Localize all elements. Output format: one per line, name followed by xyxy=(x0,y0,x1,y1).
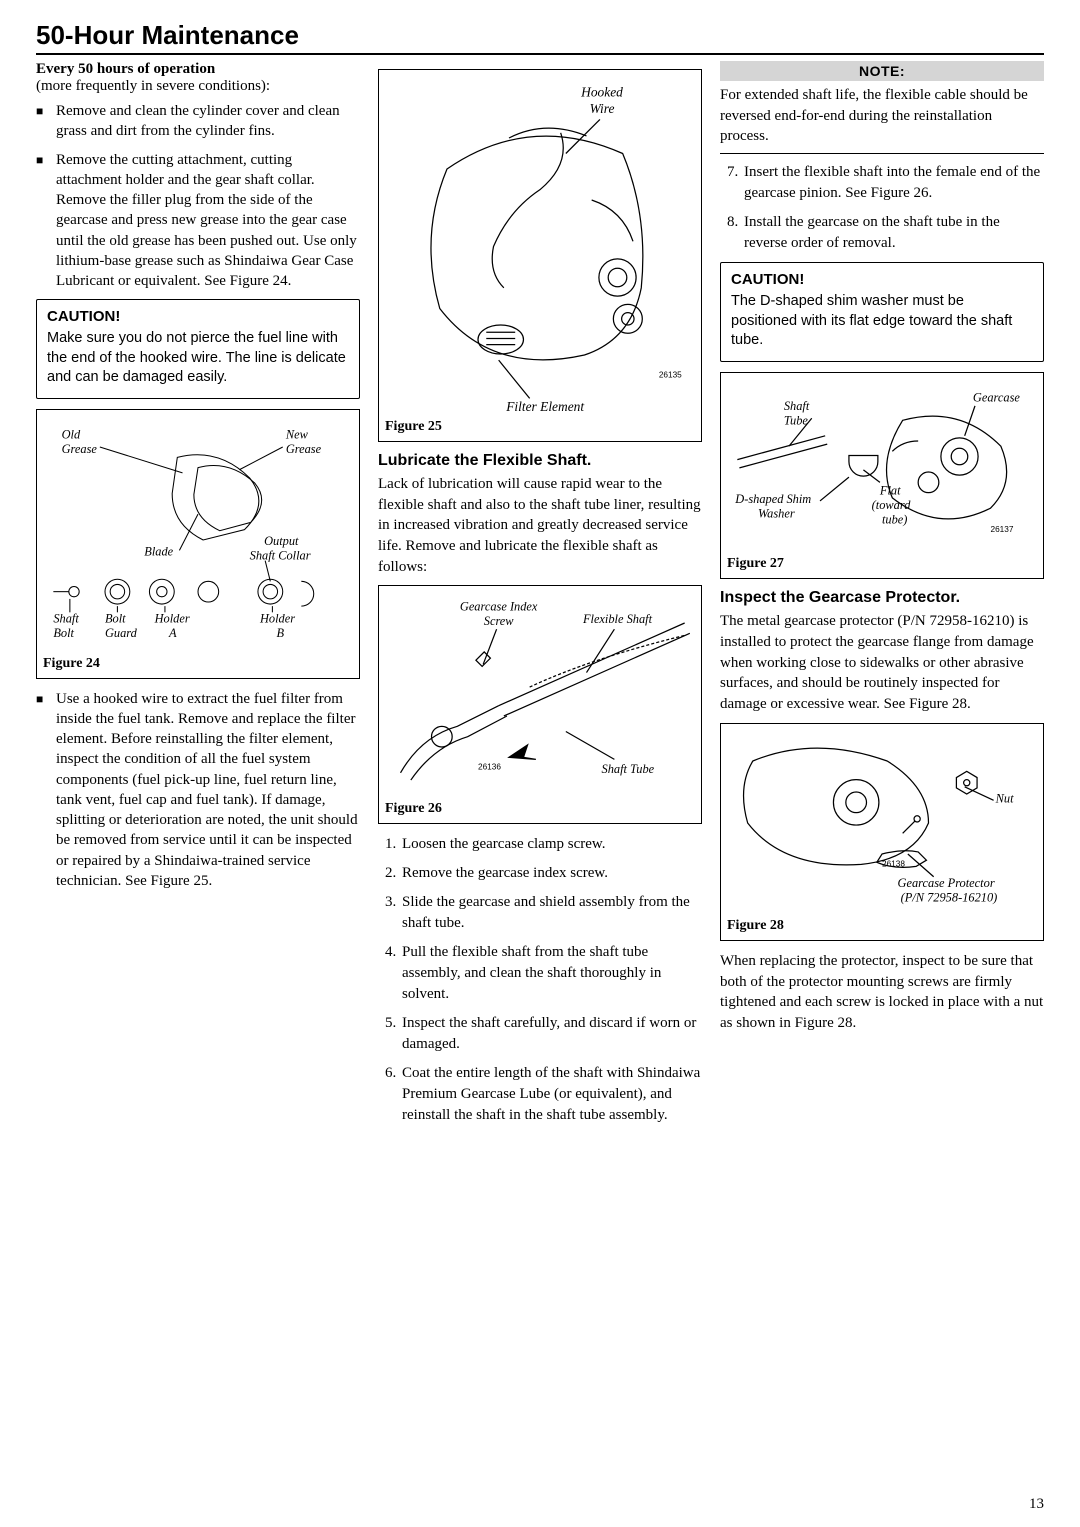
figure-24: OldGrease NewGrease Blade OutputShaft Co… xyxy=(36,409,360,679)
step-item: Coat the entire length of the shaft with… xyxy=(400,1063,702,1126)
svg-text:26137: 26137 xyxy=(990,525,1013,534)
svg-text:(toward: (toward xyxy=(872,498,912,512)
caution-body-2: The D-shaped shim washer must be positio… xyxy=(731,292,1033,351)
step-item: Insert the flexible shaft into the femal… xyxy=(742,162,1044,204)
svg-text:Output: Output xyxy=(264,534,299,548)
column-3: NOTE: For extended shaft life, the flexi… xyxy=(720,61,1044,1134)
caution-callout: CAUTION! Make sure you do not pierce the… xyxy=(36,299,360,399)
svg-text:Gearcase Index: Gearcase Index xyxy=(460,600,538,614)
three-column-layout: Every 50 hours of operation (more freque… xyxy=(36,61,1044,1134)
svg-text:Shaft Tube: Shaft Tube xyxy=(602,762,655,776)
note-body: For extended shaft life, the flexible ca… xyxy=(720,85,1044,147)
svg-text:Guard: Guard xyxy=(105,626,138,640)
svg-text:A: A xyxy=(168,626,177,640)
svg-text:Old: Old xyxy=(62,428,81,442)
caution-callout-2: CAUTION! The D-shaped shim washer must b… xyxy=(720,262,1044,362)
page-title: 50-Hour Maintenance xyxy=(36,20,1044,55)
svg-text:Filter Element: Filter Element xyxy=(505,399,584,414)
figure-25: HookedWire Filter Element 26135 xyxy=(378,69,702,442)
figure-27: ShaftTube Gearcase D-shaped ShimWasher F… xyxy=(720,372,1044,580)
page-number: 13 xyxy=(1029,1496,1044,1513)
lead-bold: Every 50 hours of operation xyxy=(36,61,215,77)
svg-text:Nut: Nut xyxy=(995,791,1014,805)
step-item: Inspect the shaft carefully, and discard… xyxy=(400,1013,702,1055)
svg-text:Gearcase: Gearcase xyxy=(973,390,1020,404)
steps-7-8: Insert the flexible shaft into the femal… xyxy=(720,162,1044,254)
svg-text:Holder: Holder xyxy=(259,612,295,626)
bullet-list-top: Remove and clean the cylinder cover and … xyxy=(36,101,360,291)
bullet-item: Remove and clean the cylinder cover and … xyxy=(36,101,360,142)
figure-25-caption: Figure 25 xyxy=(385,419,442,435)
para-replace: When replacing the protector, inspect to… xyxy=(720,951,1044,1034)
figure-27-caption: Figure 27 xyxy=(727,556,1037,572)
bullet-list-bottom: Use a hooked wire to extract the fuel fi… xyxy=(36,689,360,892)
svg-text:26135: 26135 xyxy=(659,371,682,380)
figure-26: Gearcase IndexScrew Flexible Shaft Shaft… xyxy=(378,585,702,824)
svg-text:Flexible Shaft: Flexible Shaft xyxy=(582,612,653,626)
svg-text:Grease: Grease xyxy=(62,442,98,456)
svg-text:Hooked: Hooked xyxy=(580,85,623,100)
figure-28: Nut Gearcase Protector (P/N 72958-16210)… xyxy=(720,723,1044,941)
divider xyxy=(720,153,1044,154)
column-2: HookedWire Filter Element 26135 xyxy=(378,61,702,1134)
step-item: Remove the gearcase index screw. xyxy=(400,863,702,884)
svg-text:B: B xyxy=(277,626,285,640)
svg-text:Tube: Tube xyxy=(784,413,809,427)
bullet-item: Use a hooked wire to extract the fuel fi… xyxy=(36,689,360,892)
svg-text:Shaft Collar: Shaft Collar xyxy=(250,549,311,563)
para-inspect: The metal gearcase protector (P/N 72958-… xyxy=(720,611,1044,714)
svg-text:Blade: Blade xyxy=(144,544,173,558)
subhead-inspect: Inspect the Gearcase Protector. xyxy=(720,589,1044,607)
lead-paren: (more frequently in severe conditions): xyxy=(36,78,270,94)
svg-text:Screw: Screw xyxy=(484,615,515,629)
step-item: Install the gearcase on the shaft tube i… xyxy=(742,212,1044,254)
svg-text:Holder: Holder xyxy=(154,612,190,626)
svg-text:Shaft: Shaft xyxy=(784,399,810,413)
caution-title: CAUTION! xyxy=(47,308,349,325)
svg-text:Gearcase Protector: Gearcase Protector xyxy=(898,876,995,890)
svg-text:tube): tube) xyxy=(882,512,907,526)
bullet-item: Remove the cutting attachment, cutting a… xyxy=(36,150,360,292)
figure-24-caption: Figure 24 xyxy=(43,656,353,672)
step-item: Pull the flexible shaft from the shaft t… xyxy=(400,942,702,1005)
svg-text:Bolt: Bolt xyxy=(105,612,126,626)
caution-body: Make sure you do not pierce the fuel lin… xyxy=(47,329,349,388)
svg-text:Shaft: Shaft xyxy=(53,612,79,626)
svg-text:26136: 26136 xyxy=(478,763,501,772)
svg-text:(P/N 72958-16210): (P/N 72958-16210) xyxy=(901,890,998,904)
svg-text:Bolt: Bolt xyxy=(53,626,74,640)
svg-text:D-shaped Shim: D-shaped Shim xyxy=(734,492,811,506)
figure-28-caption: Figure 28 xyxy=(727,918,1037,934)
step-item: Loosen the gearcase clamp screw. xyxy=(400,834,702,855)
svg-text:Grease: Grease xyxy=(286,442,322,456)
caution-title-2: CAUTION! xyxy=(731,271,1033,288)
para-lubricate: Lack of lubrication will cause rapid wea… xyxy=(378,474,702,577)
figure-26-caption: Figure 26 xyxy=(385,801,695,817)
column-1: Every 50 hours of operation (more freque… xyxy=(36,61,360,1134)
subhead-lubricate: Lubricate the Flexible Shaft. xyxy=(378,452,702,470)
lead-line: Every 50 hours of operation (more freque… xyxy=(36,61,360,95)
note-title-bar: NOTE: xyxy=(720,61,1044,81)
svg-text:Washer: Washer xyxy=(758,506,795,520)
svg-text:Wire: Wire xyxy=(590,101,615,116)
step-item: Slide the gearcase and shield assembly f… xyxy=(400,892,702,934)
steps-1-6: Loosen the gearcase clamp screw. Remove … xyxy=(378,834,702,1126)
svg-text:New: New xyxy=(285,428,309,442)
